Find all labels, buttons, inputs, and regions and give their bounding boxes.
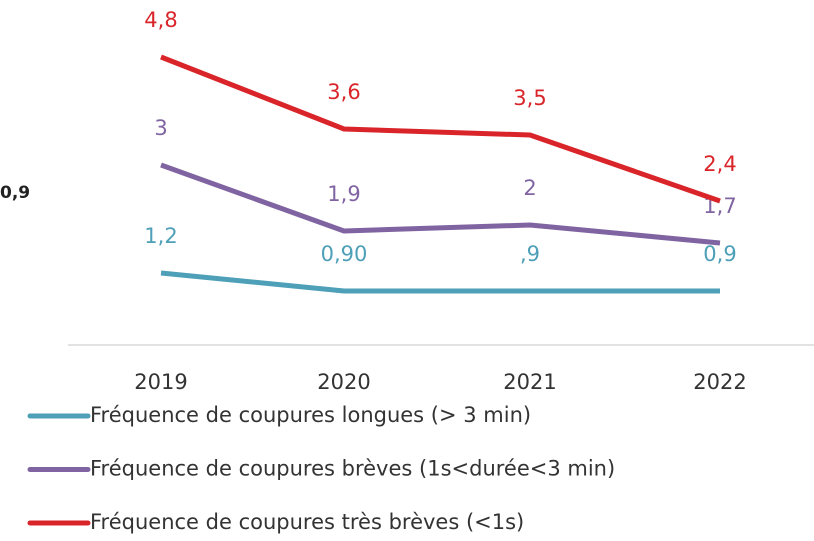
- data-label: 1,2: [144, 224, 177, 248]
- line: [160, 54, 721, 204]
- x-tick-label: 2021: [503, 370, 556, 394]
- data-label: 2,4: [703, 152, 736, 176]
- data-label: 2: [523, 176, 536, 200]
- legend-label: Fréquence de coupures très brèves (<1s): [90, 510, 524, 534]
- annotation: 0,9: [0, 183, 30, 203]
- data-label: 4,8: [144, 8, 177, 32]
- data-label: 3: [154, 116, 167, 140]
- x-tick-label: 2019: [134, 370, 187, 394]
- data-label: 1,9: [327, 182, 360, 206]
- legend-label: Fréquence de coupures brèves (1s<durée<3…: [90, 457, 615, 481]
- legend-label: Fréquence de coupures longues (> 3 min): [90, 403, 531, 427]
- line: [160, 270, 720, 294]
- x-tick-label: 2022: [693, 370, 746, 394]
- x-tick-label: 2020: [317, 370, 370, 394]
- data-label: 0,9: [703, 242, 736, 266]
- line: [160, 162, 721, 246]
- data-label: 3,5: [513, 86, 546, 110]
- data-label: 0,90: [321, 242, 368, 266]
- data-label: 3,6: [327, 80, 360, 104]
- data-label: ,9: [520, 242, 540, 266]
